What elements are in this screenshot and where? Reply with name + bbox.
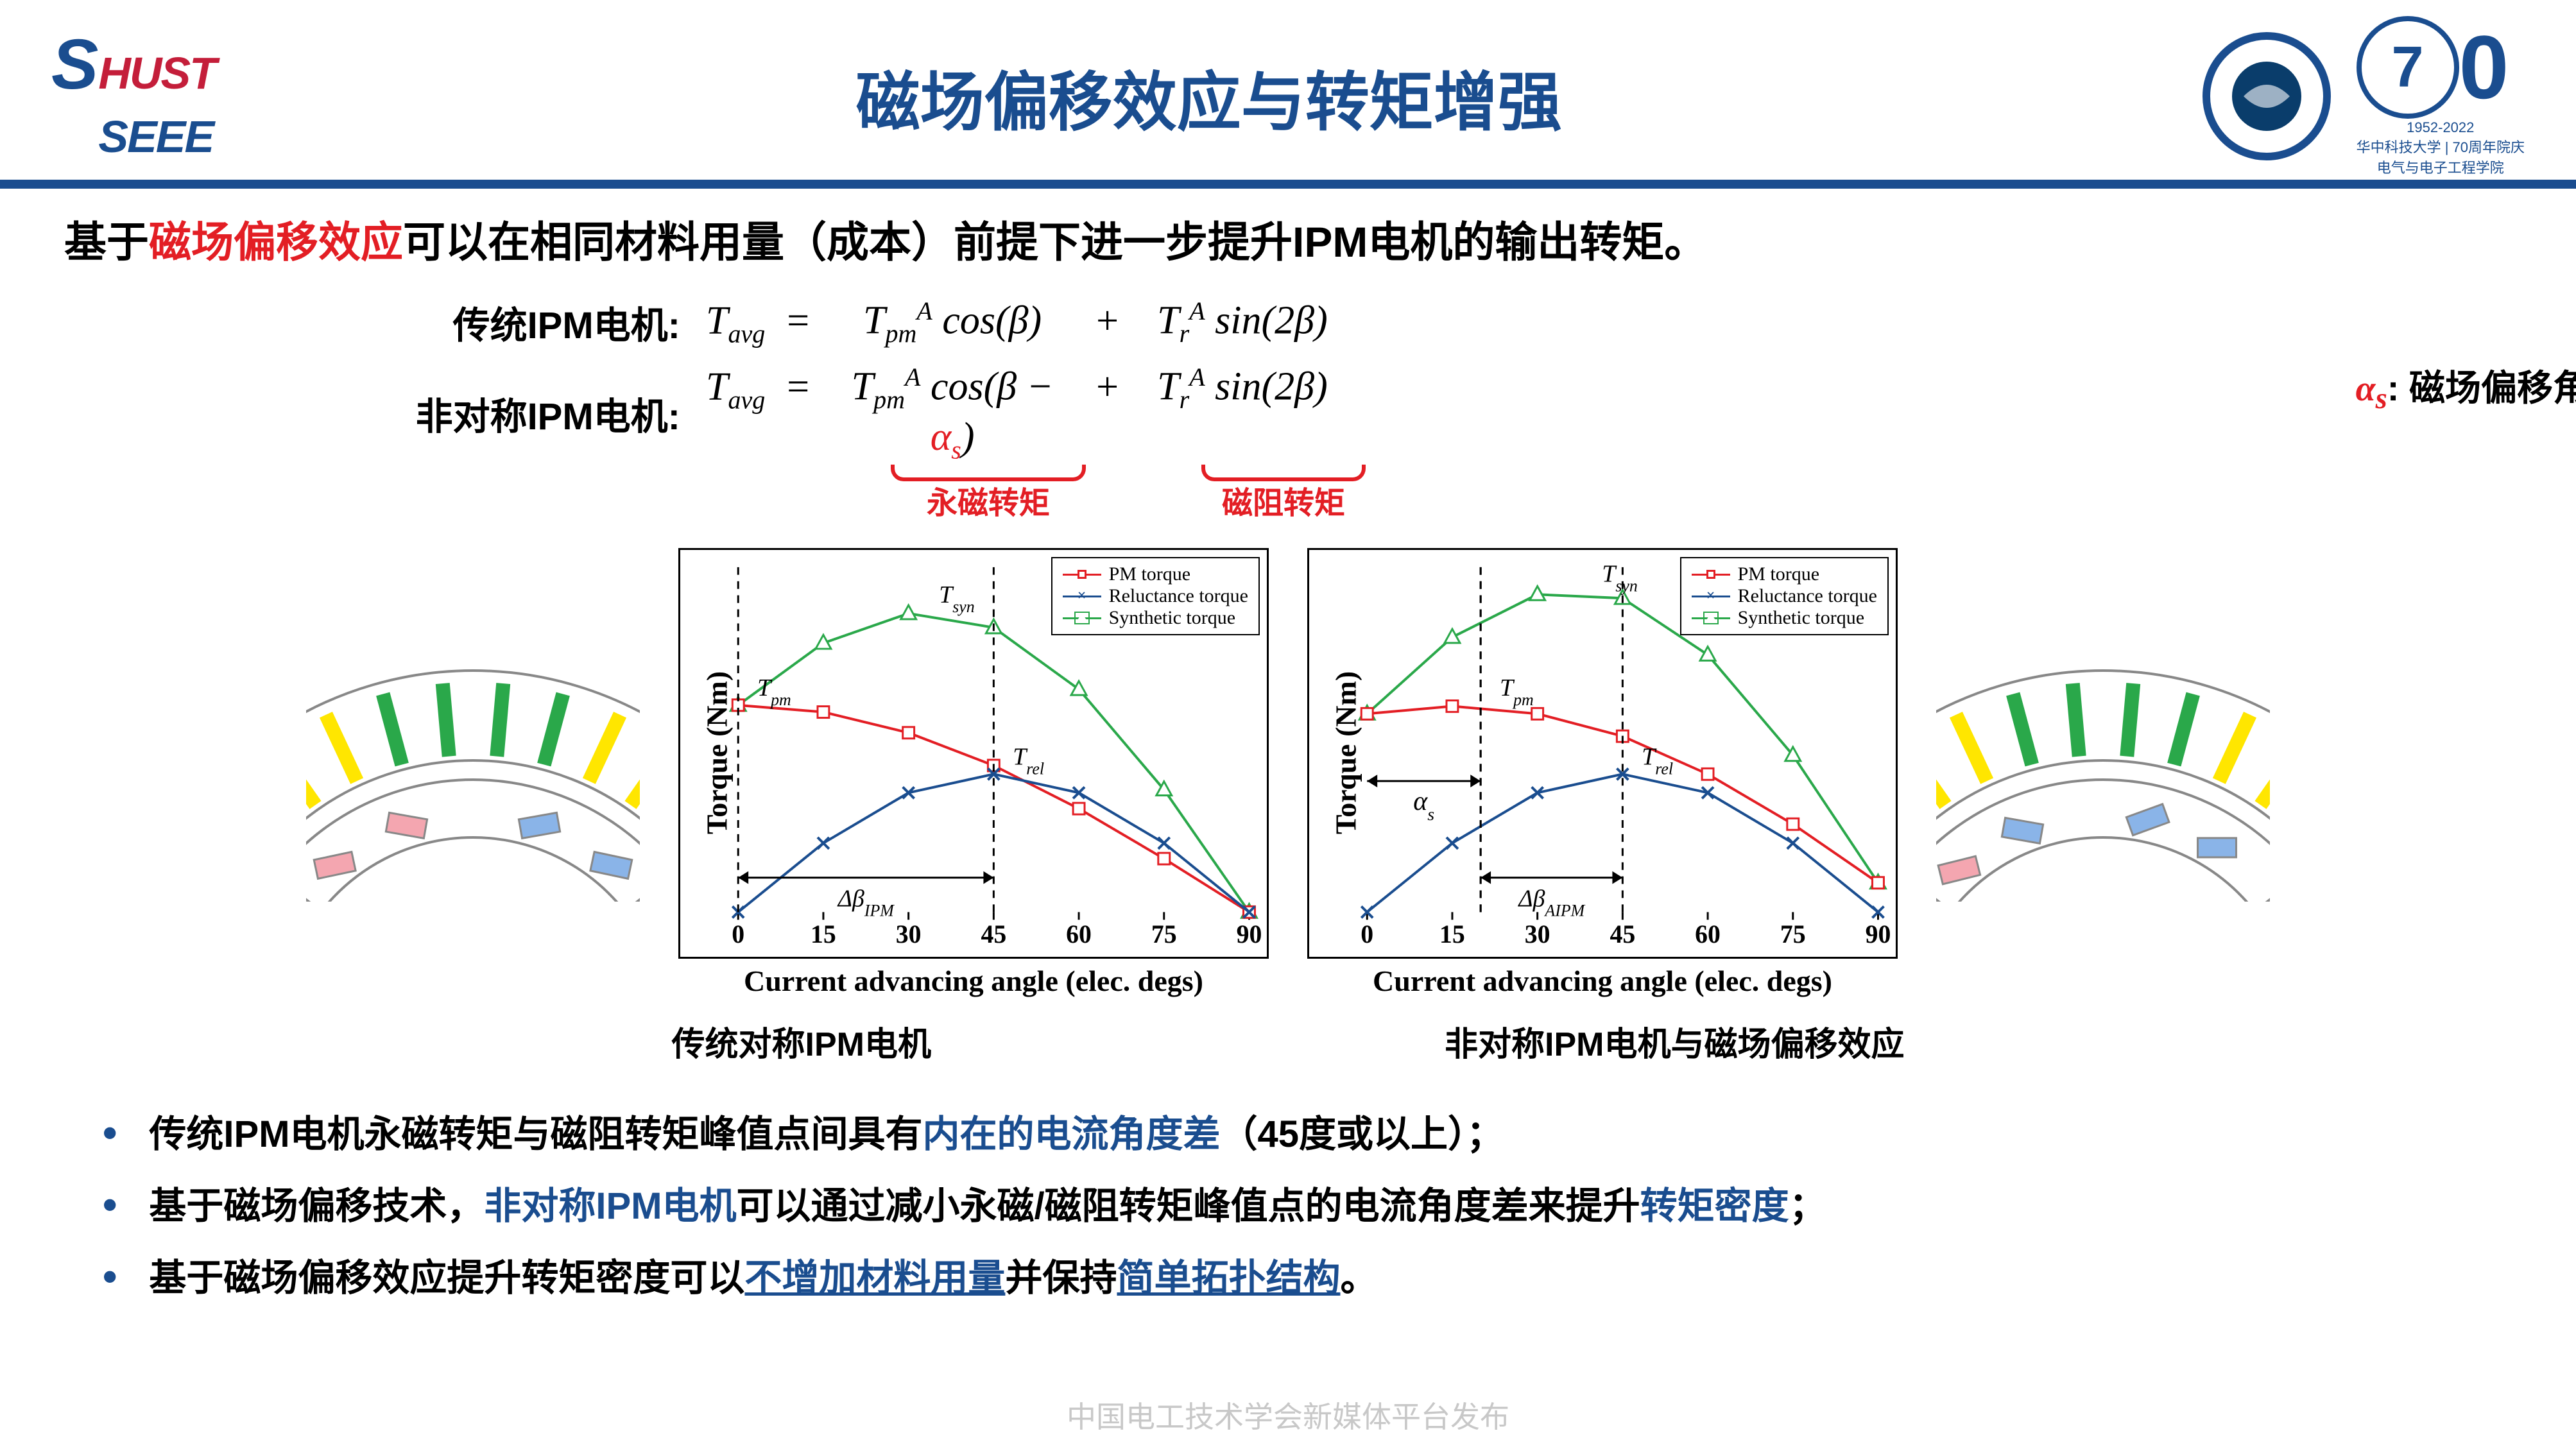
eq2: Tavg = TpmA cos(β − αs) + TrA sin(2β): [706, 362, 2512, 465]
header-divider: [0, 180, 2576, 189]
svg-text:60: 60: [1695, 921, 1721, 949]
chart-left: Torque (Nm) 0153045607590ΔβIPMTsynTpmTre…: [678, 548, 1269, 959]
svg-text:ΔβIPM: ΔβIPM: [837, 886, 895, 920]
watermark: 中国电工技术学会新媒体平台发布: [1067, 1394, 1509, 1436]
legend-rel: Reluctance torque: [1109, 585, 1248, 607]
anniv-line2: 华中科技大学 | 70周年院庆: [2357, 136, 2525, 157]
eq2-label: 非对称IPM电机:: [321, 386, 706, 440]
svg-text:15: 15: [811, 921, 836, 949]
svg-text:αs: αs: [1413, 787, 1434, 825]
ub-rel: 磁阻转矩: [1181, 477, 1386, 522]
svg-text:Trel: Trel: [1642, 744, 1673, 778]
logo-right: 70 1952-2022 华中科技大学 | 70周年院庆 电气与电子工程学院: [2202, 15, 2525, 177]
svg-text:90: 90: [1866, 921, 1891, 949]
charts-row: Torque (Nm) 0 15 30 45 60 75 90 ΔβIPM Tsyn Tpm Tre…: [64, 548, 2512, 998]
ylabel: Torque (Nm): [700, 671, 734, 834]
header: SHUST SSEEE 磁场偏移效应与转矩增强 70 1952-2022 华中科…: [0, 0, 2576, 180]
chart-right-wrap: Torque (Nm) 0 15 30 45 60 75 90 ΔβAIPM αs Tsyn Tpm…: [1307, 548, 1898, 998]
eq1: Tavg = TpmA cos(β) + TrA sin(2β): [706, 296, 2512, 348]
chart-right: Torque (Nm) 0 15 30 45 60 75 90 ΔβAIPM αs Tsyn Tpm…: [1307, 548, 1898, 959]
svg-text:Tsyn: Tsyn: [939, 581, 975, 616]
content: 基于磁场偏移效应可以在相同材料用量（成本）前提下进一步提升IPM电机的输出转矩。…: [0, 208, 2576, 1301]
svg-text:15: 15: [1439, 921, 1465, 949]
svg-text:45: 45: [1610, 921, 1635, 949]
caption-right: 非对称IPM电机与磁场偏移效应: [1445, 1017, 1904, 1065]
anniv-year: 1952-2022: [2357, 119, 2525, 136]
legend-pm: PM torque: [1109, 563, 1191, 585]
svg-text:Tpm: Tpm: [1500, 674, 1534, 709]
xlabel: Current advancing angle (elec. degs): [1307, 964, 1898, 998]
ylabel: Torque (Nm): [1329, 671, 1363, 834]
xlabel: Current advancing angle (elec. degs): [678, 964, 1269, 998]
alpha-note: αs: 磁场偏移角: [2356, 359, 2576, 416]
legend: PM torque ×Reluctance torque Synthetic t…: [1680, 557, 1889, 635]
chart-left-wrap: Torque (Nm) 0153045607590ΔβIPMTsynTpmTre…: [678, 548, 1269, 998]
svg-text:ΔβAIPM: ΔβAIPM: [1517, 886, 1585, 920]
svg-text:30: 30: [1525, 921, 1550, 949]
svg-text:60: 60: [1066, 921, 1092, 949]
legend-syn: Synthetic torque: [1109, 607, 1235, 629]
bullet-list: 传统IPM电机永磁转矩与磁阻转矩峰值点间具有内在的电流角度差（45度或以上）； …: [64, 1091, 2512, 1301]
caption-left: 传统对称IPM电机: [672, 1017, 931, 1065]
legend-syn: Synthetic torque: [1738, 607, 1864, 629]
legend-rel: Reluctance torque: [1738, 585, 1877, 607]
bullet-3: 基于磁场偏移效应提升转矩密度可以不增加材料用量并保持简单拓扑结构。: [103, 1248, 2499, 1301]
intro-suffix: 可以在相同材料用量（成本）前提下进一步提升IPM电机的输出转矩。: [403, 218, 1706, 266]
motor-left-icon: [306, 645, 640, 902]
svg-text:30: 30: [896, 921, 922, 949]
svg-text:75: 75: [1151, 921, 1177, 949]
logo-hust: HUST: [98, 48, 216, 98]
svg-text:0: 0: [1361, 921, 1373, 949]
legend: PM torque ×Reluctance torque Synthetic t…: [1051, 557, 1260, 635]
motor-right-icon: [1936, 645, 2270, 902]
svg-text:Tsyn: Tsyn: [1602, 561, 1638, 596]
university-badge-icon: [2202, 32, 2331, 160]
bullet-1: 传统IPM电机永磁转矩与磁阻转矩峰值点间具有内在的电流角度差（45度或以上）；: [103, 1104, 2499, 1158]
anniv-line3: 电气与电子工程学院: [2357, 157, 2525, 177]
anniversary-badge: 70 1952-2022 华中科技大学 | 70周年院庆 电气与电子工程学院: [2357, 15, 2525, 177]
svg-text:45: 45: [981, 921, 1006, 949]
legend-pm: PM torque: [1738, 563, 1820, 585]
intro-sentence: 基于磁场偏移效应可以在相同材料用量（成本）前提下进一步提升IPM电机的输出转矩。: [64, 208, 2512, 270]
intro-prefix: 基于: [64, 218, 149, 266]
intro-highlight: 磁场偏移效应: [149, 218, 403, 266]
equation-block: 传统IPM电机: Tavg = TpmA cos(β) + TrA sin(2β…: [321, 295, 2512, 522]
logo-left: SHUST SSEEE: [51, 33, 216, 160]
ub-pm: 永磁转矩: [866, 477, 1110, 522]
svg-text:75: 75: [1780, 921, 1806, 949]
svg-text:Trel: Trel: [1013, 744, 1044, 778]
svg-text:90: 90: [1237, 921, 1262, 949]
svg-text:0: 0: [732, 921, 744, 949]
page-title: 磁场偏移效应与转矩增强: [216, 50, 2202, 143]
logo-seee: SEEE: [98, 112, 213, 162]
underbrace-row: 永磁转矩 磁阻转矩: [706, 477, 2512, 522]
caption-row: 传统对称IPM电机 非对称IPM电机与磁场偏移效应: [64, 1017, 2512, 1065]
bullet-2: 基于磁场偏移技术，非对称IPM电机可以通过减小永磁/磁阻转矩峰值点的电流角度差来…: [103, 1176, 2499, 1230]
eq1-label: 传统IPM电机:: [321, 295, 706, 349]
